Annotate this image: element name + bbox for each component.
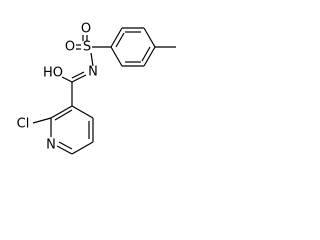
bond xyxy=(115,32,125,48)
bond xyxy=(71,105,94,119)
bond xyxy=(58,141,73,150)
bond xyxy=(143,46,156,67)
bond xyxy=(143,27,156,48)
bond xyxy=(110,46,123,67)
atom-label: O xyxy=(65,40,75,55)
bond xyxy=(50,105,73,119)
atom-label: S xyxy=(83,40,91,55)
atom-label: N xyxy=(46,138,56,153)
bond xyxy=(32,117,52,124)
bond xyxy=(71,141,94,155)
atom-label: Cl xyxy=(17,117,30,132)
page: O O S HO N Cl N (() => { const data = JS… xyxy=(16,21,176,155)
atom-label: O xyxy=(81,22,91,37)
bond xyxy=(56,145,73,155)
structure: O O S HO N Cl N xyxy=(17,22,176,155)
bond xyxy=(61,76,73,83)
bond xyxy=(71,71,85,79)
atom-label: HO xyxy=(43,66,63,81)
bonds xyxy=(32,27,176,155)
bond xyxy=(90,52,94,67)
bond xyxy=(141,46,151,62)
bond xyxy=(71,74,87,83)
bond xyxy=(110,27,123,48)
atom-label: N xyxy=(88,65,98,80)
bond xyxy=(54,109,73,121)
